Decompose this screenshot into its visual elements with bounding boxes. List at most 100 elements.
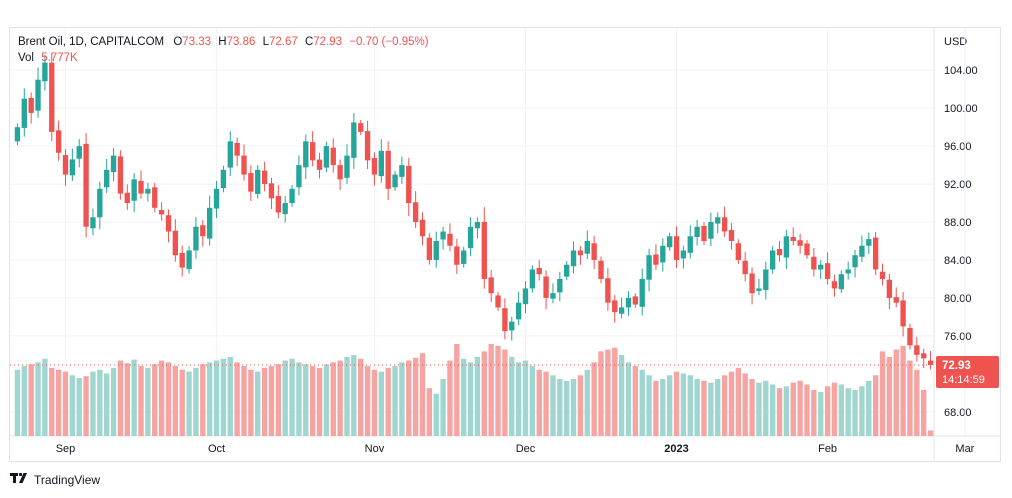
candle-body bbox=[522, 288, 529, 305]
volume-bar bbox=[193, 367, 199, 436]
footer: TradingView bbox=[10, 472, 100, 487]
candle-body bbox=[852, 255, 858, 268]
volume-bar bbox=[14, 369, 21, 436]
candle-body bbox=[811, 256, 817, 270]
candle-body bbox=[824, 263, 831, 279]
volume-bar bbox=[42, 358, 48, 436]
chart-frame[interactable]: 104.00 100.00 96.00 92.00 88.00 84.00 80.00 76.… bbox=[9, 27, 1001, 462]
volume-bar bbox=[296, 362, 302, 436]
volume-bar bbox=[872, 375, 879, 436]
price-chart[interactable]: 104.00 100.00 96.00 92.00 88.00 84.00 80.00 76.… bbox=[10, 28, 1000, 461]
candle-body bbox=[344, 155, 350, 178]
volume-bar bbox=[392, 366, 398, 436]
candle-body bbox=[474, 222, 481, 229]
volume-bar bbox=[776, 388, 783, 436]
volume-bar bbox=[653, 380, 659, 436]
volume-bar bbox=[921, 390, 927, 436]
volume-bar bbox=[364, 366, 371, 436]
candle-body bbox=[200, 225, 206, 237]
candle-body bbox=[625, 297, 632, 308]
candle-body bbox=[193, 226, 199, 251]
volume-bar bbox=[76, 378, 82, 436]
volume-bar bbox=[90, 371, 96, 436]
candle-body bbox=[255, 169, 261, 194]
candle-body bbox=[591, 243, 597, 260]
volume-bar bbox=[467, 362, 474, 436]
candle-body bbox=[131, 179, 137, 201]
close-value: 72.93 bbox=[313, 36, 343, 48]
volume-bar bbox=[399, 362, 405, 436]
y-tick-label: 68.00 bbox=[944, 407, 972, 419]
volume-bar bbox=[275, 364, 282, 436]
volume-bar bbox=[152, 364, 158, 436]
volume-bar bbox=[282, 360, 288, 436]
candle-body bbox=[323, 146, 330, 168]
volume-bar bbox=[509, 356, 515, 436]
volume-bar bbox=[845, 388, 851, 436]
change-value: −0.70 (−0.95%) bbox=[349, 36, 429, 48]
volume-bar bbox=[804, 384, 810, 436]
volume-bar bbox=[55, 369, 62, 436]
volume-bar bbox=[351, 355, 357, 436]
candle-body bbox=[632, 296, 639, 305]
candle-body bbox=[776, 248, 783, 256]
volume-bar bbox=[227, 356, 233, 436]
volume-bar bbox=[69, 375, 76, 436]
volume-bar bbox=[337, 360, 343, 436]
candle-body bbox=[364, 131, 371, 161]
candle-body bbox=[289, 188, 295, 204]
candle-body bbox=[21, 98, 27, 128]
volume-bar bbox=[818, 391, 824, 436]
candle-body bbox=[152, 187, 158, 208]
volume-bar bbox=[440, 378, 446, 436]
volume-bar bbox=[454, 344, 460, 436]
volume-bar bbox=[309, 366, 316, 436]
volume-bar bbox=[673, 371, 680, 436]
volume-bar bbox=[213, 360, 220, 436]
candle-body bbox=[790, 237, 796, 241]
symbol-name[interactable]: Brent Oil, 1D, CAPITALCOM bbox=[18, 36, 165, 48]
candle-body bbox=[138, 180, 144, 194]
candle-body bbox=[666, 236, 673, 248]
candle-body bbox=[564, 264, 570, 277]
candle-body bbox=[406, 165, 412, 204]
candle-body bbox=[872, 237, 879, 270]
candle-body bbox=[275, 196, 282, 213]
volume-bar bbox=[83, 376, 89, 436]
candle-body bbox=[83, 143, 89, 227]
candle-body bbox=[69, 159, 76, 176]
candle-body bbox=[110, 155, 117, 173]
volume-bar bbox=[927, 430, 934, 436]
candle-body bbox=[104, 169, 110, 188]
candle-body bbox=[536, 267, 542, 275]
candle-body bbox=[419, 219, 426, 237]
volume-bar bbox=[378, 371, 384, 436]
x-tick-label: Mar bbox=[955, 443, 974, 455]
candle-body bbox=[646, 255, 652, 280]
candle-body bbox=[412, 202, 419, 223]
candle-body bbox=[14, 127, 21, 142]
tradingview-logo-icon[interactable] bbox=[10, 472, 28, 487]
volume-bar bbox=[907, 360, 913, 436]
candle-body bbox=[426, 237, 433, 260]
volume-bar bbox=[248, 369, 254, 436]
volume-label: Vol bbox=[18, 52, 34, 64]
volume-bar bbox=[646, 375, 652, 436]
candle-body bbox=[557, 278, 563, 293]
volume-bar bbox=[433, 393, 439, 436]
candle-body bbox=[282, 203, 288, 215]
volume-bar bbox=[612, 347, 618, 436]
volume-bar bbox=[735, 367, 742, 436]
symbol-legend: Brent Oil, 1D, CAPITALCOM O73.33 H73.86 … bbox=[18, 36, 429, 48]
candle-body bbox=[783, 236, 790, 258]
volume-bar bbox=[330, 362, 336, 436]
volume-bar bbox=[584, 369, 590, 436]
volume-bar bbox=[461, 358, 467, 436]
volume-bar bbox=[323, 364, 330, 436]
volume-bar bbox=[358, 358, 364, 436]
volume-bar bbox=[495, 345, 501, 436]
tradingview-wordmark[interactable]: TradingView bbox=[34, 472, 101, 487]
candle-body bbox=[28, 97, 34, 113]
candle-body bbox=[721, 217, 728, 232]
candle-body bbox=[447, 233, 453, 246]
